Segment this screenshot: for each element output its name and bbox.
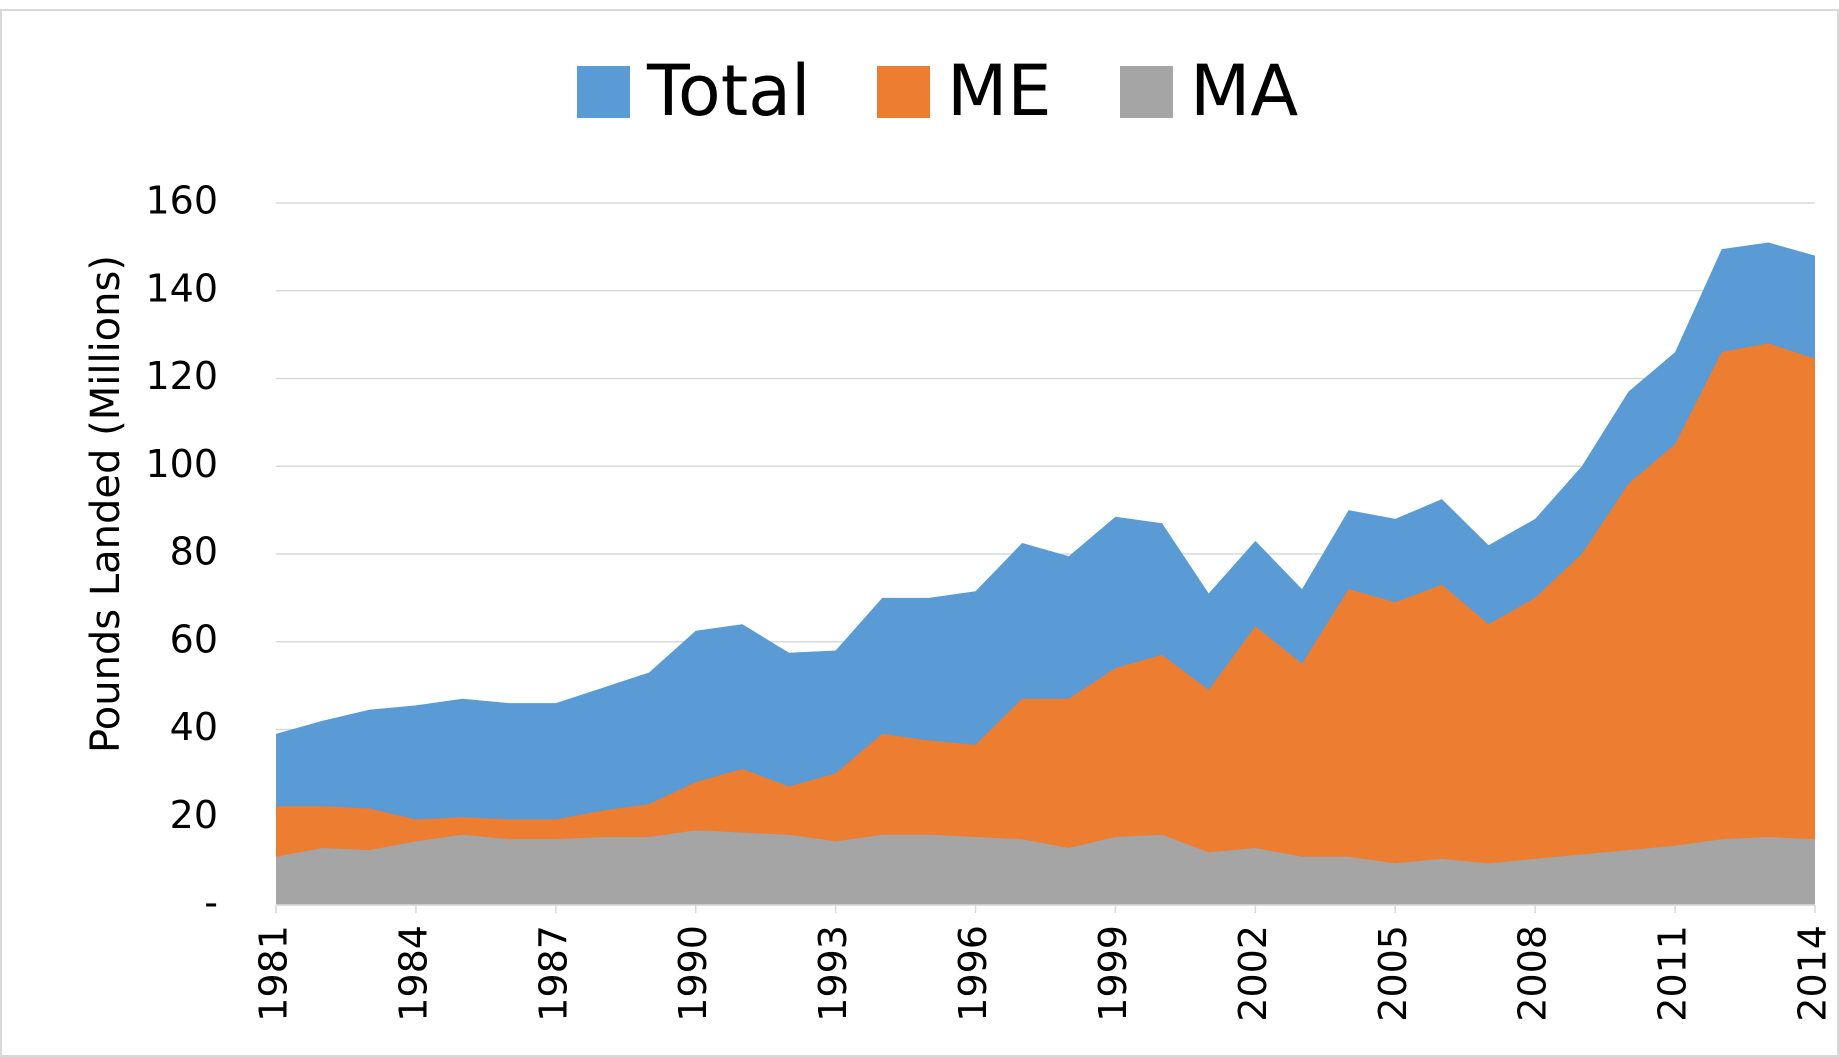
y-tick-label: 140 bbox=[145, 266, 218, 310]
x-tick-label: 1999 bbox=[1091, 925, 1135, 1022]
y-tick-label: - bbox=[204, 881, 218, 925]
area bbox=[276, 830, 1815, 905]
x-tick-label: 1984 bbox=[391, 925, 435, 1022]
y-tick-label: 100 bbox=[145, 442, 218, 486]
legend-swatch bbox=[877, 66, 930, 118]
x-tick-label: 1990 bbox=[671, 925, 715, 1022]
x-tick-label: 2005 bbox=[1371, 925, 1415, 1022]
x-tick-label: 2011 bbox=[1651, 925, 1695, 1022]
legend-label: Total bbox=[646, 50, 810, 132]
x-tick-label: 1993 bbox=[811, 925, 855, 1022]
legend-label: MA bbox=[1190, 50, 1298, 132]
x-tick-label: 1981 bbox=[252, 925, 296, 1022]
x-tick-label: 2014 bbox=[1791, 925, 1835, 1022]
x-tick-label: 2008 bbox=[1511, 925, 1555, 1022]
y-tick-label: 40 bbox=[170, 705, 218, 749]
y-tick-label: 60 bbox=[170, 617, 218, 661]
area bbox=[276, 343, 1815, 905]
x-tick-label: 1987 bbox=[531, 925, 575, 1022]
y-tick-label: 160 bbox=[145, 179, 218, 223]
y-tick-label: 120 bbox=[145, 354, 218, 398]
legend-label: ME bbox=[947, 50, 1052, 132]
legend-swatch bbox=[1120, 66, 1173, 118]
y-tick-label: 80 bbox=[170, 530, 218, 574]
y-tick-label: 20 bbox=[170, 793, 218, 837]
x-tick-label: 1996 bbox=[951, 925, 995, 1022]
y-axis-title: Pounds Landed (Millions) bbox=[83, 255, 129, 753]
x-tick-label: 2002 bbox=[1231, 925, 1275, 1022]
legend-swatch bbox=[577, 66, 630, 118]
